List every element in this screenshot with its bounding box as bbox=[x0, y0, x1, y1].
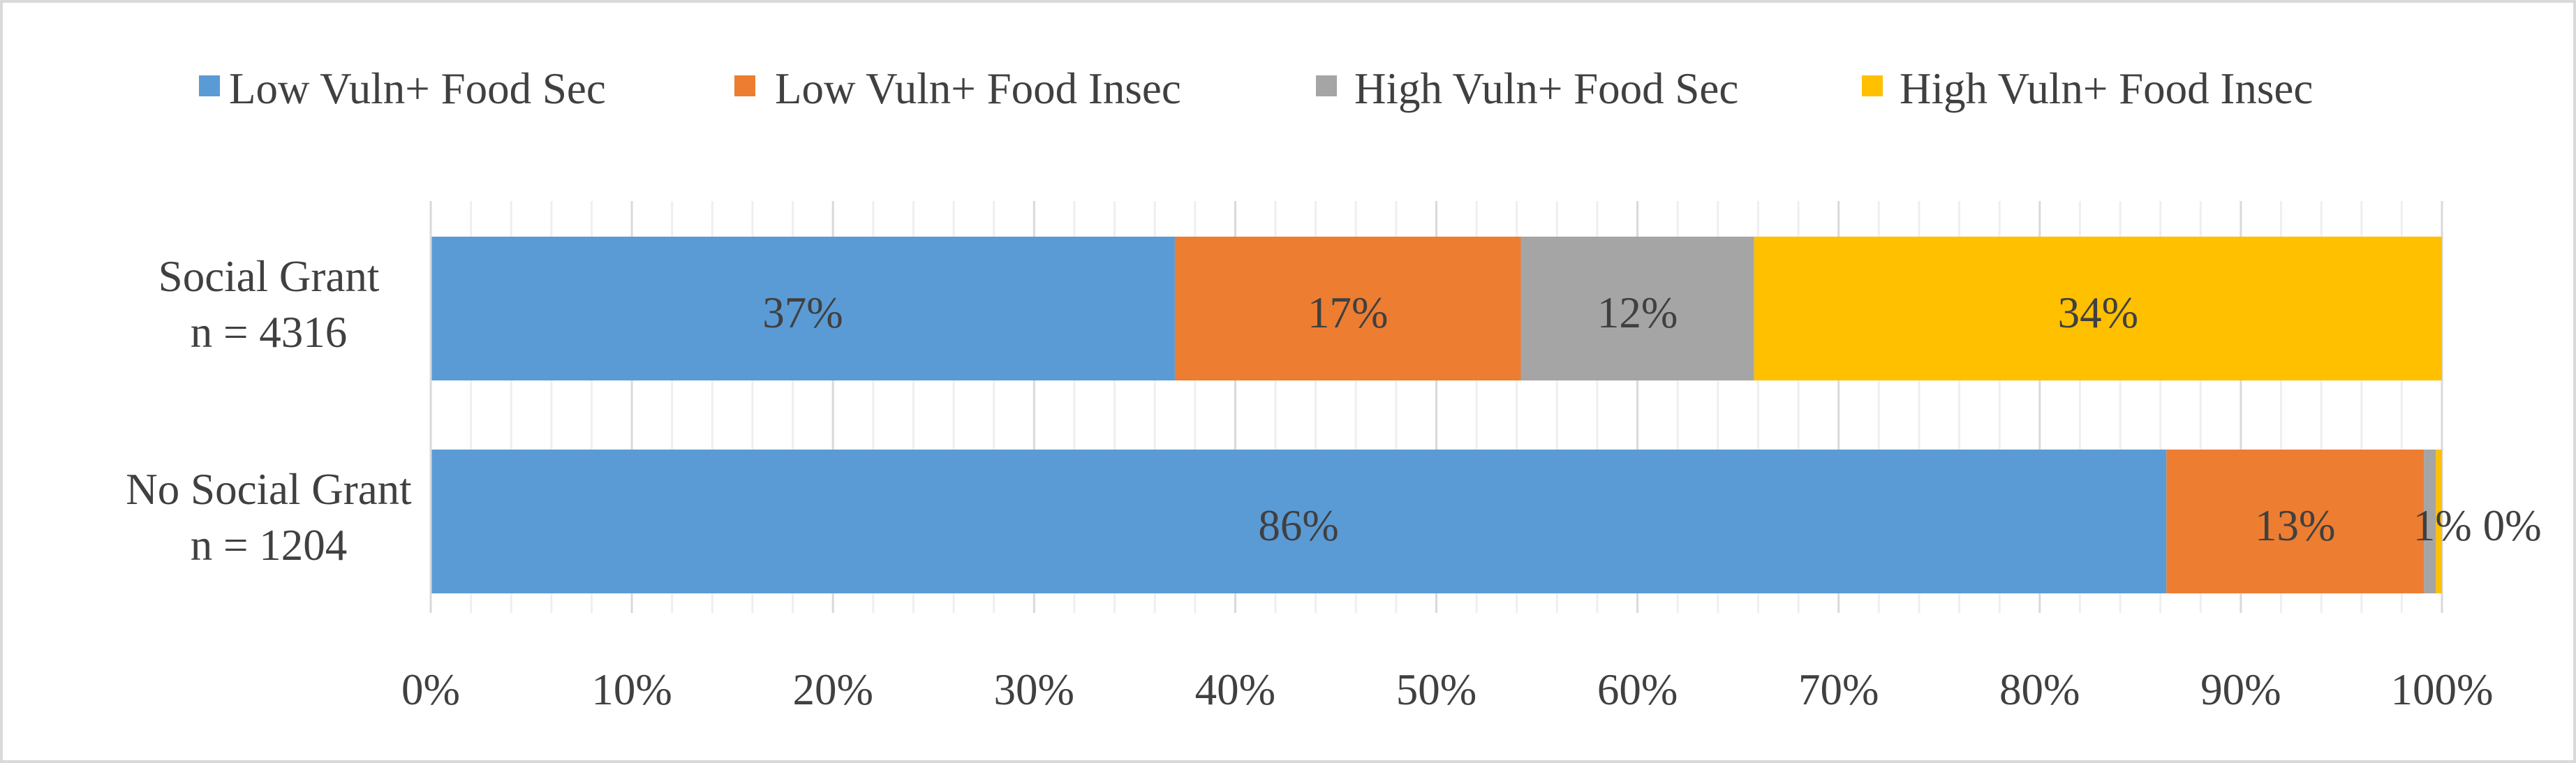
data-label-high-vuln-food-sec-0: 12% bbox=[1597, 288, 1678, 337]
x-tick-label-10: 10% bbox=[591, 665, 672, 714]
x-tick-label-30: 30% bbox=[994, 665, 1074, 714]
data-label-high-vuln-food-sec-1: 1% bbox=[2413, 501, 2472, 550]
x-axis: 0% 10% 20% 30% 40% 50% 60% 70% 80% 90% 100% bbox=[401, 665, 2493, 714]
x-tick-label-70: 70% bbox=[1798, 665, 1879, 714]
bars bbox=[431, 237, 2442, 593]
data-label-high-vuln-food-insec-1: 0% bbox=[2483, 501, 2542, 550]
category-label-0: Social Grant n = 4316 bbox=[158, 252, 380, 357]
x-tick-label-60: 60% bbox=[1597, 665, 1678, 714]
legend-swatch-high-vuln-food-sec bbox=[1316, 75, 1337, 96]
x-tick-label-50: 50% bbox=[1396, 665, 1476, 714]
legend: Low Vuln+ Food Sec Low Vuln+ Food Insec Hi… bbox=[199, 64, 2313, 113]
data-label-low-vuln-food-insec-0: 17% bbox=[1308, 288, 1388, 337]
y-axis: Social Grant n = 4316 No Social Grant n = 1… bbox=[126, 201, 432, 613]
bar-high-vuln-food-sec-0 bbox=[1520, 237, 1754, 380]
category-label-1: No Social Grant n = 1204 bbox=[126, 465, 412, 570]
bar-low-vuln-food-insec-0 bbox=[1174, 237, 1521, 380]
bar-low-vuln-food-sec-0 bbox=[431, 237, 1175, 380]
x-tick-label-20: 20% bbox=[792, 665, 873, 714]
legend-swatch-low-vuln-food-sec bbox=[199, 75, 220, 96]
legend-label-high-vuln-food-insec: High Vuln+ Food Insec bbox=[1900, 64, 2313, 113]
x-tick-label-100: 100% bbox=[2391, 665, 2494, 714]
data-labels: 37% 17% 12% 34% 86% 13% 1% 0% bbox=[762, 288, 2541, 550]
data-label-high-vuln-food-insec-0: 34% bbox=[2058, 288, 2138, 337]
data-label-low-vuln-food-sec-0: 37% bbox=[762, 288, 843, 337]
legend-swatch-high-vuln-food-insec bbox=[1862, 75, 1883, 96]
bar-high-vuln-food-insec-0 bbox=[1754, 237, 2442, 380]
data-label-low-vuln-food-sec-1: 86% bbox=[1258, 501, 1338, 550]
x-tick-label-90: 90% bbox=[2200, 665, 2281, 714]
bar-low-vuln-food-insec-1 bbox=[2166, 450, 2425, 593]
x-tick-label-80: 80% bbox=[1999, 665, 2080, 714]
legend-label-high-vuln-food-sec: High Vuln+ Food Sec bbox=[1354, 64, 1738, 113]
x-tick-label-40: 40% bbox=[1195, 665, 1275, 714]
bar-low-vuln-food-sec-1 bbox=[431, 450, 2167, 593]
legend-label-low-vuln-food-insec: Low Vuln+ Food Insec bbox=[775, 64, 1181, 113]
legend-label-low-vuln-food-sec: Low Vuln+ Food Sec bbox=[229, 64, 606, 113]
legend-swatch-low-vuln-food-insec bbox=[734, 75, 755, 96]
data-label-low-vuln-food-insec-1: 13% bbox=[2255, 501, 2335, 550]
x-tick-label-0: 0% bbox=[401, 665, 460, 714]
bar-high-vuln-food-insec-1 bbox=[2436, 450, 2442, 593]
bar-high-vuln-food-sec-1 bbox=[2424, 450, 2436, 593]
